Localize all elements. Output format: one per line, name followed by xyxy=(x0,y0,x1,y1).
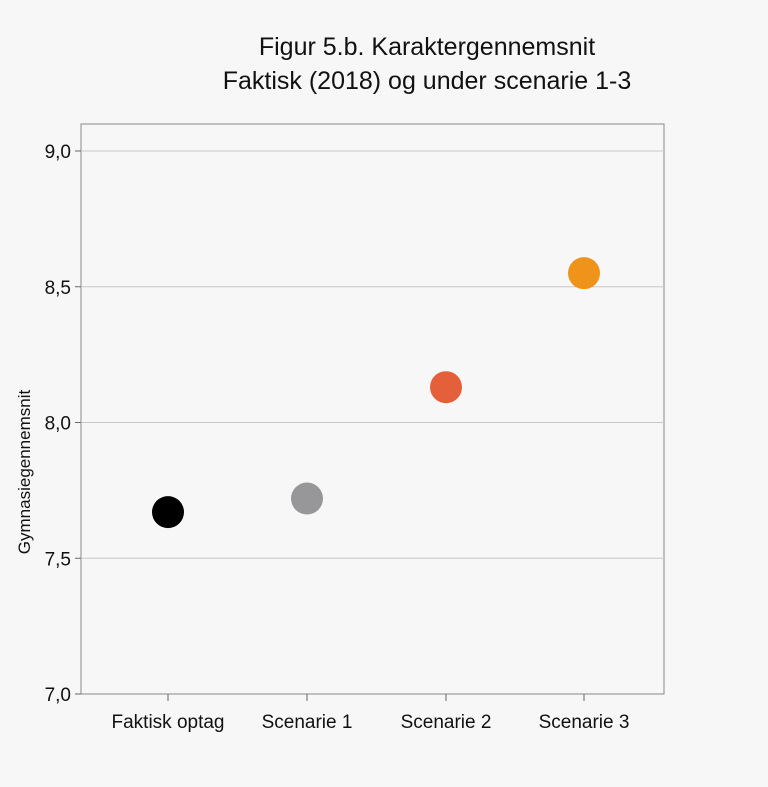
chart-subtitle: Faktisk (2018) og under scenarie 1-3 xyxy=(222,67,632,95)
y-axis: 7,0 7,5 8,0 8,5 9,0 xyxy=(45,142,81,706)
chart-title: Figur 5.b. Karaktergennemsnit xyxy=(258,33,596,61)
y-tick-label: 7,0 xyxy=(45,685,71,706)
data-point-4 xyxy=(568,257,600,290)
data-point-3 xyxy=(430,371,462,404)
y-tick-label: 7,5 xyxy=(45,549,71,570)
x-tick-label: Scenarie 2 xyxy=(401,712,492,733)
x-tick-label: Scenarie 1 xyxy=(262,712,353,733)
y-tick-label: 8,0 xyxy=(45,414,71,435)
data-points xyxy=(152,257,600,529)
x-axis: Faktisk optag Scenarie 1 Scenarie 2 Scenari… xyxy=(112,694,630,733)
gridlines xyxy=(81,150,664,559)
x-tick-label: Scenarie 3 xyxy=(539,712,630,733)
y-tick-label: 8,5 xyxy=(45,278,71,299)
data-point-1 xyxy=(152,496,184,529)
plot-area xyxy=(80,123,665,695)
y-axis-label: Gymnasiegennemsnit xyxy=(15,390,34,555)
y-tick-label: 9,0 xyxy=(45,142,71,163)
x-tick-label: Faktisk optag xyxy=(112,712,225,733)
data-point-2 xyxy=(291,482,323,515)
